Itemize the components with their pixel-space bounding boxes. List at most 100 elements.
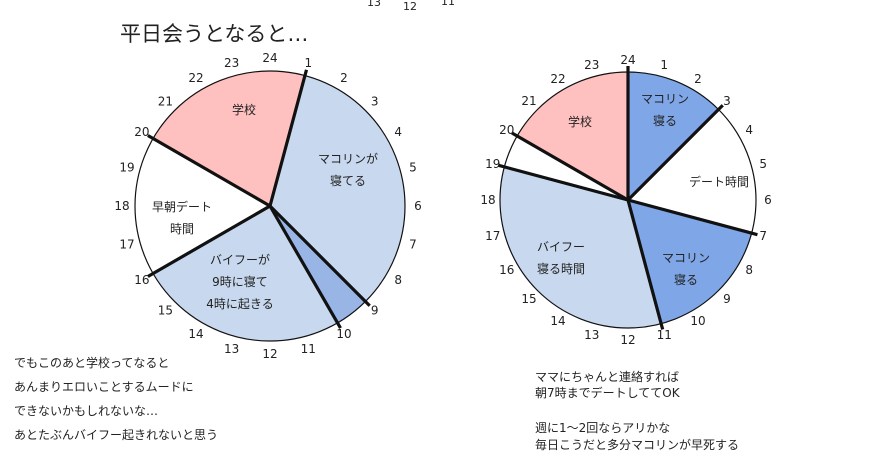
right-pie-slice-3 [628, 200, 752, 324]
top-number-11: 11 [441, 0, 455, 8]
right-slice-label-1-2: 寝る [653, 113, 677, 128]
right-hour-tick-3: 3 [723, 94, 731, 108]
left-hour-tick-5: 5 [409, 161, 417, 175]
right-slice-label-3-2: 寝る [674, 272, 698, 287]
left-pie-slice-5 [153, 71, 305, 206]
left-hour-tick-19: 19 [119, 161, 134, 175]
left-hour-tick-8: 8 [394, 273, 402, 287]
right-hour-tick-9: 9 [723, 292, 731, 306]
left-hour-tick-9: 9 [371, 304, 379, 318]
left-hour-tick-15: 15 [158, 304, 173, 318]
left-hour-tick-18: 18 [114, 199, 129, 213]
left-hour-tick-20: 20 [134, 125, 149, 139]
note-right-line-1: ママにちゃんと連絡すれば [535, 370, 680, 384]
note-right-line-5: 毎日こうだと多分マコリンが早死する [535, 438, 740, 452]
left-hour-tick-2: 2 [340, 71, 348, 85]
right-hour-tick-22: 22 [550, 72, 565, 86]
right-hour-tick-8: 8 [745, 263, 753, 277]
right-hour-tick-4: 4 [745, 123, 753, 137]
right-slice-label-4-1: バイフー [537, 240, 585, 254]
left-hour-tick-23: 23 [224, 56, 239, 70]
left-pie-slice-2 [270, 206, 366, 323]
right-slice-label-2-1: デート時間 [689, 174, 749, 189]
right-hour-tick-11: 11 [657, 328, 672, 342]
left-hour-tick-3: 3 [371, 94, 379, 108]
left-slice-label-4-1: 早朝デート [152, 199, 212, 214]
left-slice-label-1-2: 寝てる [330, 173, 366, 188]
left-hour-tick-21: 21 [158, 94, 173, 108]
left-hour-tick-16: 16 [134, 273, 149, 287]
right-hour-tick-1: 1 [660, 58, 668, 72]
top-number-12: 12 [403, 0, 417, 13]
top-number-13: 13 [367, 0, 381, 9]
right-hour-tick-15: 15 [521, 292, 536, 306]
right-hour-tick-23: 23 [584, 58, 599, 72]
right-hour-tick-7: 7 [759, 229, 767, 243]
left-hour-tick-4: 4 [394, 125, 402, 139]
left-hour-tick-12: 12 [262, 347, 277, 361]
right-divider-line-4 [626, 199, 665, 330]
right-divider-line-2 [626, 104, 724, 202]
left-hour-tick-6: 6 [414, 199, 422, 213]
left-divider-line-5 [147, 134, 271, 208]
right-slice-label-4-2: 寝る時間 [537, 261, 585, 276]
right-pie-slice-6 [517, 72, 628, 200]
left-hour-tick-24: 24 [262, 51, 277, 65]
right-hour-tick-21: 21 [521, 94, 536, 108]
note-right-line-4: 週に1～2回ならアリかな [535, 421, 671, 435]
note-left-line-3: できないかもしれないな… [14, 404, 159, 418]
note-left-line-4: あとたぶんバイフー起きれないと思う [14, 428, 219, 442]
right-slice-label-1-1: マコリン [641, 92, 689, 106]
left-hour-tick-10: 10 [336, 327, 351, 341]
right-divider-line-5 [498, 163, 629, 202]
left-pie-slice-3 [153, 206, 338, 341]
left-pie-slice-1 [270, 75, 406, 302]
left-hour-tick-22: 22 [188, 71, 203, 85]
left-divider-line-1 [268, 69, 309, 207]
left-hour-tick-13: 13 [224, 342, 239, 356]
left-divider-line-4 [147, 204, 271, 278]
left-slice-label-5-1: 学校 [232, 102, 256, 117]
right-hour-tick-19: 19 [485, 157, 500, 171]
right-hour-tick-6: 6 [764, 193, 772, 207]
left-slice-label-3-3: 4時に起きる [206, 297, 273, 311]
right-hour-tick-5: 5 [759, 157, 767, 171]
left-hour-tick-1: 1 [304, 56, 312, 70]
right-pie-slice-1 [628, 72, 719, 200]
right-hour-tick-12: 12 [620, 333, 635, 347]
right-hour-tick-13: 13 [584, 328, 599, 342]
note-right-line-2: 朝7時までデートしててOK [535, 386, 680, 400]
right-hour-tick-16: 16 [499, 263, 514, 277]
right-pie-slice-2 [628, 109, 757, 234]
note-left-line-1: でもこのあと学校ってなると [14, 356, 170, 370]
right-hour-tick-14: 14 [550, 314, 565, 328]
right-pie-slice-4 [499, 166, 662, 329]
right-divider-line-6 [511, 131, 629, 202]
left-hour-tick-11: 11 [301, 342, 316, 356]
right-hour-tick-10: 10 [690, 314, 705, 328]
right-divider-line-3 [627, 198, 758, 237]
left-slice-label-3-1: バイフーが [210, 252, 270, 267]
left-pie-slice-4 [135, 138, 270, 274]
right-hour-tick-2: 2 [694, 72, 702, 86]
page-title: 平日会うとなると… [120, 22, 309, 46]
right-slice-label-3-1: マコリン [662, 251, 710, 265]
left-hour-tick-7: 7 [409, 237, 417, 251]
note-left-line-2: あんまりエロいことするムードに [14, 380, 194, 394]
right-hour-tick-20: 20 [499, 123, 514, 137]
left-hour-tick-14: 14 [188, 327, 203, 341]
left-slice-label-4-2: 時間 [170, 222, 194, 236]
right-hour-tick-17: 17 [485, 229, 500, 243]
right-slice-label-6-1: 学校 [568, 114, 592, 129]
left-pie-outline [134, 70, 406, 342]
right-hour-tick-24: 24 [620, 53, 635, 67]
left-slice-label-3-2: 9時に寝て [212, 274, 268, 289]
left-hour-tick-17: 17 [119, 237, 134, 251]
right-hour-tick-18: 18 [480, 193, 495, 207]
left-slice-label-1-1: マコリンが [318, 151, 378, 166]
left-divider-line-2 [268, 204, 371, 307]
